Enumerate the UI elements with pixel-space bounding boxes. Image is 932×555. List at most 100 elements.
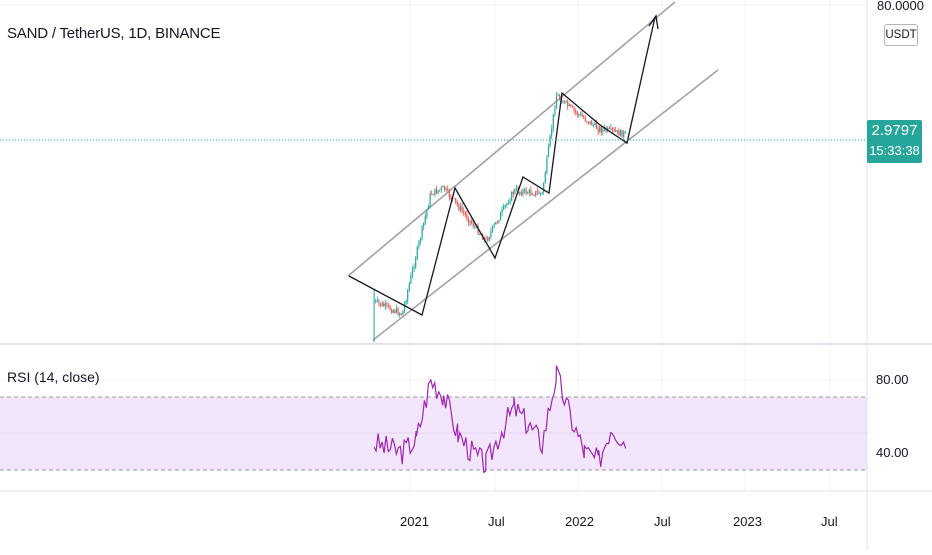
candle-body [570, 104, 572, 107]
candle-body [429, 193, 431, 206]
candle-body [384, 303, 386, 307]
candle-body [495, 222, 497, 225]
candle-body [383, 303, 385, 307]
candle-body [573, 107, 575, 111]
candle-body [439, 189, 441, 191]
candle-body [530, 189, 532, 195]
candle-body [416, 246, 418, 259]
channel-lower-line [372, 69, 719, 341]
rsi-tick-80: 80.00 [876, 372, 909, 387]
candle-body [400, 313, 402, 315]
last-price-value: 2.9797 [871, 122, 918, 139]
candle-body [512, 192, 514, 194]
candle-body [443, 185, 446, 191]
candle-body [491, 226, 494, 232]
candle-body [592, 124, 594, 126]
candle-body [411, 268, 414, 276]
candle-body [423, 222, 425, 227]
candle-body [602, 129, 604, 133]
candle-body [600, 127, 602, 133]
candle-body [557, 95, 559, 97]
candle-body [591, 121, 593, 126]
candle-body [496, 222, 498, 223]
candle-body [467, 219, 470, 223]
candle-body [413, 266, 415, 269]
candle-body [466, 214, 468, 220]
candle-body [595, 122, 598, 129]
time-tick-2023: 2023 [733, 514, 762, 529]
currency-badge[interactable]: USDT [884, 24, 918, 46]
rsi-pane[interactable] [0, 365, 867, 474]
candle-body [579, 114, 582, 115]
candle-body [589, 121, 591, 124]
candle-body [498, 220, 500, 223]
candle-body [536, 191, 538, 193]
candle-body [387, 304, 390, 306]
candle-body [568, 104, 570, 107]
candle-body [453, 198, 455, 200]
candle-body [408, 283, 410, 291]
candle-body [403, 303, 406, 311]
time-tick-jul-2023: Jul [821, 514, 838, 529]
candle-body [464, 212, 466, 215]
candle-body [447, 188, 449, 190]
candle-body [459, 206, 462, 210]
candle-body [576, 111, 578, 115]
candle-body [485, 238, 487, 239]
candle-body [375, 300, 377, 302]
candle-body [522, 190, 524, 195]
candle-body [599, 127, 601, 132]
trend-drawing[interactable] [348, 14, 659, 316]
projection-arrow-head [648, 14, 659, 30]
time-axis[interactable]: 2021 Jul 2022 Jul 2023 Jul [400, 514, 838, 529]
candle-body [624, 131, 626, 133]
candle-body [395, 308, 398, 313]
candle-body [584, 118, 586, 122]
candle-body [547, 145, 550, 157]
candle-body [571, 106, 574, 108]
channel-upper-line [347, 1, 676, 277]
candle-body [418, 241, 420, 247]
candle-body [469, 220, 471, 223]
candle-body [427, 205, 430, 210]
candle-body [461, 206, 463, 212]
candle-body [435, 188, 438, 194]
candle-body [587, 121, 590, 124]
candle-body [597, 128, 599, 132]
price-pane[interactable] [0, 1, 867, 342]
candle-body [618, 130, 620, 136]
ascending-channel[interactable] [347, 1, 719, 341]
candle-body [578, 114, 580, 116]
candle-body [519, 191, 521, 194]
candle-body [458, 204, 460, 210]
candle-body [477, 225, 479, 235]
candle-body [527, 192, 529, 194]
candle-body [442, 185, 444, 188]
candle-body [437, 190, 439, 194]
candle-body [479, 234, 481, 235]
candle-body [621, 130, 623, 138]
rsi-title[interactable]: RSI (14, close) [7, 369, 100, 385]
candle-body [493, 224, 495, 227]
candle-body [507, 203, 510, 205]
candle-body [586, 121, 588, 122]
candle-body [563, 101, 566, 103]
candle-body [487, 238, 489, 241]
candle-body [523, 189, 526, 191]
candle-body [525, 189, 527, 194]
candle-body [450, 196, 452, 199]
candle-body [399, 313, 401, 315]
candle-body [619, 130, 622, 136]
candle-body [555, 95, 558, 109]
candle-body [389, 305, 391, 310]
time-tick-jul-2022: Jul [654, 514, 671, 529]
candle-body [546, 156, 548, 173]
candle-body [376, 300, 378, 301]
candle-body [511, 192, 513, 201]
symbol-title[interactable]: SAND / TetherUS, 1D, BINANCE [7, 25, 221, 42]
rsi-line [373, 365, 627, 474]
candle-body [541, 192, 543, 194]
candle-body [538, 192, 540, 195]
